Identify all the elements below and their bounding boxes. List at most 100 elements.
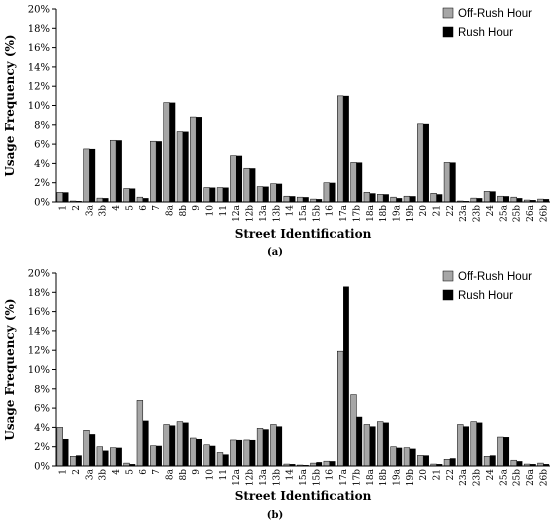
y-tick-label: 0% [34, 198, 50, 209]
legend-label: Rush Hour [458, 290, 513, 302]
bar-rush-hour [329, 182, 336, 202]
bar-rush-hour [476, 198, 483, 202]
x-tick-label: 11 [219, 469, 229, 480]
bar-off-rush-hour [470, 421, 477, 467]
panel-label: (b) [267, 510, 283, 521]
x-tick-label: 16 [326, 205, 336, 217]
bar-rush-hour [316, 462, 323, 466]
bar-rush-hour [369, 193, 376, 202]
x-tick-label: 25a [499, 204, 509, 221]
x-tick-label: 7 [152, 205, 162, 211]
bar-off-rush-hour [443, 458, 451, 467]
y-tick-label: 12% [28, 82, 50, 93]
y-tick-label: 12% [28, 346, 50, 357]
bar-off-rush-hour [470, 197, 477, 203]
x-tick-label: 23a [459, 204, 469, 221]
bar-rush-hour [62, 438, 69, 466]
chart-panel-a: 1 2 3a 3b 4 5 6 7 8a 8b 9 10 11 12a 12b 13a 13b 14 15a 15b 1… [3, 5, 550, 258]
bar-rush-hour [209, 187, 216, 202]
bar-rush-hour [303, 197, 309, 202]
bar-off-rush-hour [296, 196, 304, 203]
y-axis-label: Usage Frequency (%) [3, 34, 17, 176]
bar-off-rush-hour [150, 140, 157, 203]
legend-label: Off-Rush Hour [458, 271, 532, 283]
legend: Off-Rush Hour Rush Hour [442, 270, 532, 302]
x-tick-label: 23b [473, 205, 483, 222]
bar-off-rush-hour [203, 444, 210, 467]
legend: Off-Rush Hour Rush Hour [442, 7, 532, 39]
y-tick-label: 18% [28, 24, 50, 35]
y-tick-label: 4% [34, 159, 50, 170]
bar-rush-hour [396, 447, 403, 466]
x-tick-label: 14 [286, 205, 296, 217]
x-tick-label: 18a [366, 468, 376, 485]
x-tick-label: 15b [312, 469, 322, 486]
bar-off-rush-hour [163, 102, 170, 203]
y-tick-label: 10% [28, 101, 50, 112]
y-tick-label: 6% [34, 404, 50, 415]
bar-off-rush-hour [483, 456, 491, 467]
x-tick-label: 22 [446, 469, 456, 480]
bar-off-rush-hour [457, 424, 464, 467]
bar-rush-hour [236, 155, 243, 202]
x-tick-label: 4 [112, 469, 122, 475]
x-tick-label: 12b [246, 205, 256, 222]
y-tick-label: 16% [28, 43, 50, 54]
bar-rush-hour [249, 439, 256, 466]
bar-off-rush-hour [216, 452, 224, 467]
bar-rush-hour [543, 464, 550, 466]
x-tick-label: 17a [339, 468, 349, 485]
legend-swatch [442, 289, 454, 301]
x-tick-label: 25b [513, 469, 523, 486]
bar-rush-hour [169, 425, 176, 466]
bar-rush-hour [543, 199, 550, 202]
y-axis-label: Usage Frequency (%) [3, 298, 17, 440]
x-tick-label: 19a [392, 204, 402, 221]
x-tick-label: 19b [406, 205, 416, 222]
bar-rush-hour [369, 426, 376, 466]
bar-rush-hour [343, 286, 349, 466]
x-tick-label: 21 [433, 205, 443, 216]
bar-off-rush-hour [510, 459, 517, 467]
x-tick-label: 2 [72, 205, 82, 211]
bar-off-rush-hour [390, 196, 397, 203]
x-tick-label: 3a [85, 468, 95, 480]
bar-rush-hour [383, 194, 389, 202]
bar-rush-hour [129, 188, 136, 202]
bar-rush-hour [129, 464, 136, 466]
x-tick-label: 19b [406, 469, 416, 486]
x-tick-label: 18b [379, 205, 389, 222]
bar-rush-hour [156, 445, 162, 466]
bar-off-rush-hour [69, 456, 77, 467]
x-tick-label: 11 [219, 205, 229, 216]
bar-rush-hour [356, 416, 363, 466]
bar-off-rush-hour [256, 186, 264, 203]
bar-rush-hour [222, 454, 229, 466]
y-tick-label: 6% [34, 140, 50, 151]
bar-off-rush-hour [483, 191, 491, 203]
legend-swatch [442, 26, 454, 38]
x-tick-label: 24 [486, 469, 496, 481]
legend-swatch [442, 7, 454, 19]
bar-off-rush-hour [417, 123, 424, 203]
bar-rush-hour [476, 422, 483, 466]
x-tick-label: 3b [99, 469, 109, 481]
bar-rush-hour [116, 447, 122, 466]
x-tick-label: 25a [499, 468, 509, 485]
bar-rush-hour [169, 102, 176, 202]
y-tick-label: 8% [34, 384, 50, 395]
x-tick-label: 1 [59, 205, 69, 211]
x-tick-label: 12b [246, 469, 256, 486]
x-tick-label: 26a [526, 204, 536, 221]
x-tick-label: 3a [85, 204, 95, 216]
x-tick-label: 5 [125, 205, 135, 211]
x-tick-label: 5 [125, 469, 135, 475]
bar-rush-hour [116, 140, 122, 202]
y-tick-label: 20% [28, 269, 50, 280]
x-tick-label: 22 [446, 205, 456, 216]
bar-off-rush-hour [190, 437, 197, 467]
x-tick-label: 8b [179, 469, 189, 481]
bar-rush-hour [383, 422, 389, 466]
x-tick-label: 8b [179, 205, 189, 217]
